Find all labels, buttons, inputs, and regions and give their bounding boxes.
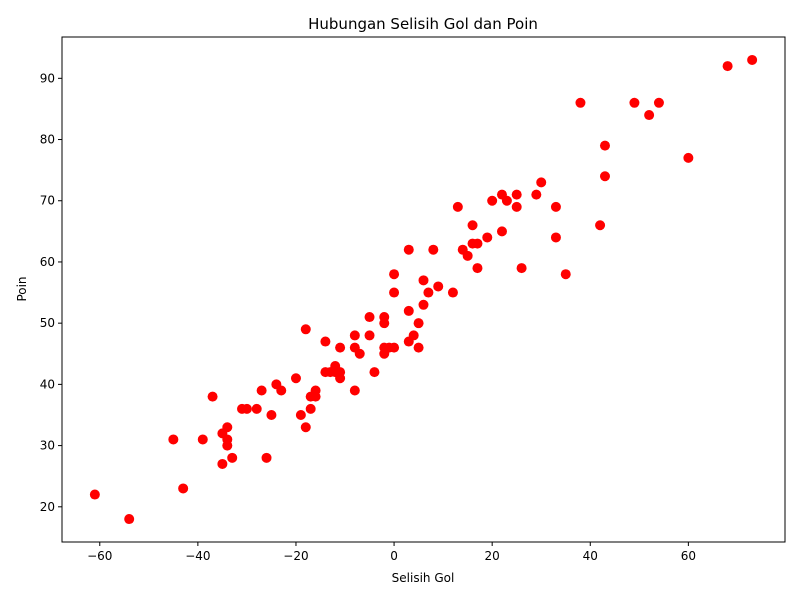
data-point <box>222 440 233 451</box>
x-tick-label: −60 <box>87 549 112 563</box>
data-point <box>354 348 365 359</box>
x-axis-ticks: −60 −40 −20 0 20 40 60 <box>87 542 696 563</box>
data-point <box>482 232 493 243</box>
data-point <box>266 409 277 420</box>
data-point <box>403 244 414 255</box>
data-point <box>575 97 586 108</box>
data-point <box>379 318 390 329</box>
data-point <box>408 330 419 341</box>
data-point <box>511 201 522 212</box>
data-point <box>227 452 238 463</box>
data-point <box>222 422 233 433</box>
data-point <box>550 201 561 212</box>
data-point <box>217 458 228 469</box>
y-axis-label: Poin <box>15 276 29 301</box>
data-point <box>300 324 311 335</box>
data-point <box>256 385 267 396</box>
data-point <box>251 403 262 414</box>
data-point <box>487 195 498 206</box>
data-point <box>496 226 507 237</box>
data-point <box>644 110 655 121</box>
data-point <box>300 422 311 433</box>
data-point <box>413 318 424 329</box>
data-point <box>320 336 331 347</box>
data-point <box>683 152 694 163</box>
data-point <box>722 61 733 72</box>
data-point <box>747 54 758 65</box>
data-point <box>295 409 306 420</box>
data-point <box>501 195 512 206</box>
data-point <box>595 220 606 231</box>
y-tick-label: 20 <box>40 500 55 514</box>
data-point <box>276 385 287 396</box>
data-point <box>89 489 100 500</box>
data-point <box>472 238 483 249</box>
x-tick-label: 60 <box>681 549 696 563</box>
data-point <box>550 232 561 243</box>
data-point <box>511 189 522 200</box>
data-point <box>536 177 547 188</box>
data-point <box>653 97 664 108</box>
data-point <box>261 452 272 463</box>
y-tick-label: 90 <box>40 71 55 85</box>
data-point <box>349 330 360 341</box>
data-point <box>389 287 400 298</box>
y-tick-label: 80 <box>40 133 55 147</box>
data-point <box>364 312 375 323</box>
y-tick-label: 30 <box>40 439 55 453</box>
data-point <box>403 305 414 316</box>
data-point <box>423 287 434 298</box>
data-point <box>168 434 179 445</box>
data-point <box>629 97 640 108</box>
data-point <box>178 483 189 494</box>
data-point <box>335 373 346 384</box>
data-point <box>310 391 321 402</box>
x-tick-label: 40 <box>583 549 598 563</box>
data-point <box>197 434 208 445</box>
data-point <box>599 171 610 182</box>
data-point <box>472 263 483 274</box>
data-point <box>418 275 429 286</box>
y-tick-label: 70 <box>40 194 55 208</box>
data-point <box>560 269 571 280</box>
data-point <box>389 342 400 353</box>
data-point <box>433 281 444 292</box>
data-point <box>467 220 478 231</box>
y-tick-label: 50 <box>40 316 55 330</box>
data-point <box>428 244 439 255</box>
y-axis-ticks: 20 30 40 50 60 70 80 90 <box>40 71 62 514</box>
data-point <box>335 342 346 353</box>
y-tick-label: 40 <box>40 377 55 391</box>
data-point <box>531 189 542 200</box>
points-layer <box>89 54 758 525</box>
y-tick-label: 60 <box>40 255 55 269</box>
data-point <box>413 342 424 353</box>
data-point <box>418 299 429 310</box>
data-point <box>462 250 473 261</box>
data-point <box>305 403 316 414</box>
data-point <box>290 373 301 384</box>
x-tick-label: 20 <box>485 549 500 563</box>
data-point <box>124 514 135 525</box>
x-axis-label: Selisih Gol <box>392 571 455 585</box>
plot-frame <box>61 36 786 543</box>
data-point <box>207 391 218 402</box>
x-tick-label: 0 <box>390 549 398 563</box>
x-tick-label: −20 <box>283 549 308 563</box>
data-point <box>452 201 463 212</box>
data-point <box>516 263 527 274</box>
data-point <box>599 140 610 151</box>
data-point <box>369 367 380 378</box>
data-point <box>389 269 400 280</box>
x-tick-label: −40 <box>185 549 210 563</box>
data-point <box>364 330 375 341</box>
chart-title: Hubungan Selisih Gol dan Poin <box>308 15 538 33</box>
data-point <box>447 287 458 298</box>
data-point <box>349 385 360 396</box>
data-point <box>241 403 252 414</box>
